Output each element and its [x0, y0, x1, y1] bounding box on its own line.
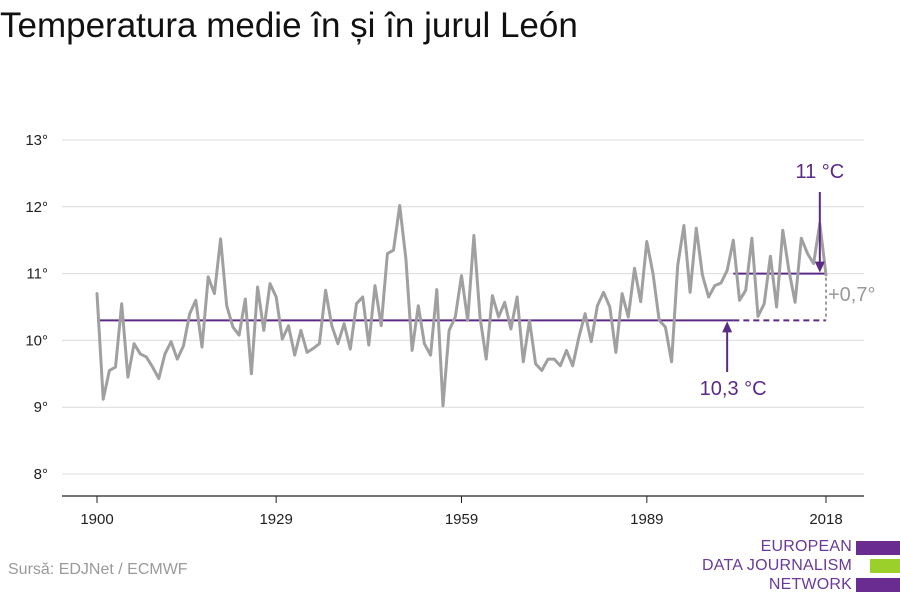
y-tick-label: 11°	[26, 266, 48, 283]
y-tick-label: 13°	[25, 132, 48, 149]
recent-average-arrowhead	[814, 261, 825, 273]
difference-label: +0,7°	[828, 284, 875, 306]
x-tick-label: 1959	[445, 511, 478, 528]
logo-bar-green	[870, 559, 900, 573]
logo-bar-purple-bottom	[856, 578, 900, 592]
y-tick-label: 10°	[25, 332, 48, 349]
grid-lines	[62, 139, 864, 475]
series-group	[95, 204, 828, 408]
annotations: +0,7° 11 °C 10,3 °C	[700, 161, 876, 400]
x-tick-label: 1929	[259, 511, 292, 528]
logo-text-line-3: NETWORK	[768, 576, 852, 593]
y-tick-label: 9°	[34, 399, 48, 416]
edjnet-logo[interactable]: EUROPEAN DATA JOURNALISM NETWORK	[700, 538, 900, 600]
x-tick-label: 1900	[80, 511, 113, 528]
y-tick-label: 8°	[34, 466, 48, 483]
source-note: Sursă: EDJNet / ECMWF	[8, 561, 188, 578]
y-axis-ticks: 8° 9° 10° 11° 12° 13°	[25, 132, 48, 483]
x-tick-label: 1989	[630, 511, 663, 528]
baseline-average-arrowhead	[722, 321, 733, 333]
recent-average-label: 11 °C	[795, 161, 844, 183]
x-axis: 1900 1929 1959 1989 2018	[62, 495, 864, 528]
series-line-temperature	[95, 204, 828, 408]
logo-bar-purple-top	[856, 541, 900, 555]
temperature-chart: 8° 9° 10° 11° 12° 13° 1900 1929 1959 1989 2018 +0…	[25, 132, 876, 528]
baseline-average-label: 10,3 °C	[700, 378, 767, 400]
logo-text-line-2: DATA JOURNALISM	[702, 557, 852, 574]
logo-text-line-1: EUROPEAN	[760, 538, 852, 555]
x-tick-label: 2018	[809, 511, 842, 528]
chart-title: Temperatura medie în și în jurul León	[0, 6, 578, 45]
y-tick-label: 12°	[25, 199, 48, 216]
